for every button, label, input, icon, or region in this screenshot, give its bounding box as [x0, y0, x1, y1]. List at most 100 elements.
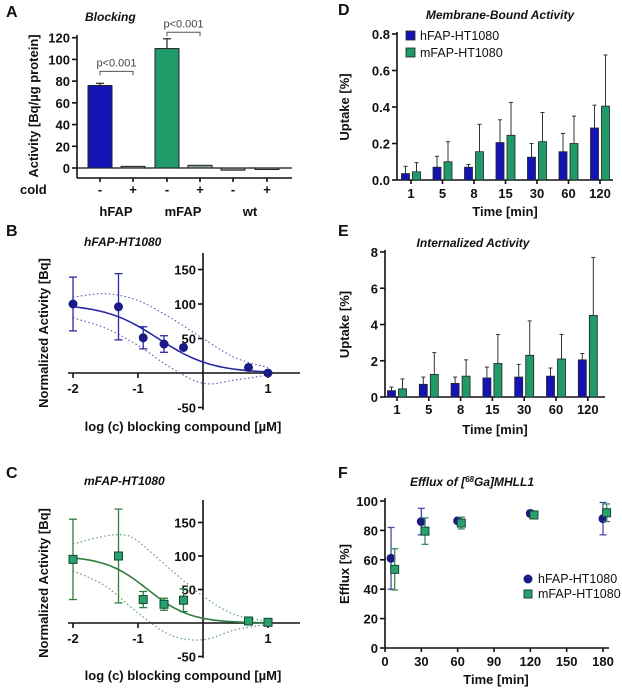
x-tick-label: - [98, 182, 102, 197]
confidence-band-lower [72, 317, 269, 385]
bar [461, 375, 471, 398]
x-tick-label: 30 [414, 654, 428, 669]
legend-swatch [405, 30, 416, 41]
x-tick-label: -1 [132, 631, 144, 646]
x-axis-label: Time [min] [463, 672, 529, 687]
x-tick-label: 60 [450, 654, 464, 669]
data-point [456, 518, 466, 528]
x-tick-label: -1 [132, 381, 144, 396]
data-point [68, 554, 78, 564]
chart-title: Efflux of [68Ga]MHLL1 [410, 475, 534, 489]
panel-letter: B [6, 223, 18, 240]
y-tick-label: -50 [177, 401, 196, 416]
data-point [179, 595, 188, 605]
bar [187, 164, 213, 169]
chart-title: hFAP-HT1080 [84, 235, 162, 249]
y-tick-label: 2 [371, 354, 378, 369]
x-tick-label: -2 [67, 631, 79, 646]
y-axis-label: Normalized Activity [Bq] [36, 258, 51, 408]
x-tick-label: 120 [589, 186, 611, 201]
y-tick-label: 4 [371, 318, 379, 333]
data-point [390, 564, 400, 574]
p-value-label: p<0.001 [163, 18, 203, 30]
chart-title: Internalized Activity [417, 236, 531, 250]
data-point [244, 616, 253, 626]
bar [546, 375, 555, 398]
data-point [529, 510, 539, 520]
y-tick-label: 8 [371, 245, 378, 260]
y-tick-label: 0.6 [372, 64, 390, 79]
y-tick-label: 80 [56, 74, 70, 89]
x-tick-label: 1 [407, 186, 414, 201]
bar [443, 161, 453, 181]
y-tick-label: 60 [56, 96, 70, 111]
bar [557, 358, 566, 398]
group-label: hFAP [99, 204, 133, 219]
chart-title: Membrane-Bound Activity [426, 8, 576, 22]
x-tick-label: 8 [470, 186, 477, 201]
chart-title: Blocking [85, 10, 136, 24]
x-tick-label: 90 [487, 654, 501, 669]
legend-marker [523, 589, 533, 599]
panel-a-chart: Blocking Activity [Bq/µg protein] 0 20 40 60 8… [20, 10, 292, 219]
bar [577, 359, 587, 398]
x-tick-label: - [165, 182, 169, 197]
data-point [263, 617, 273, 627]
bar [475, 151, 484, 181]
x-axis-label: log (c) blocking compound [µM] [85, 668, 282, 683]
y-tick-label: -50 [177, 650, 196, 665]
x-tick-label: 180 [592, 654, 614, 669]
x-tick-label: 120 [577, 402, 599, 417]
bar [432, 166, 442, 181]
x-tick-label: 120 [519, 654, 541, 669]
data-point [244, 362, 253, 372]
y-tick-label: 40 [364, 582, 378, 597]
panel-letter: C [6, 465, 18, 482]
bar [220, 167, 246, 171]
y-axis-label: Uptake [%] [337, 73, 352, 140]
y-tick-label: 0.2 [372, 137, 390, 152]
y-tick-label: 0.4 [372, 100, 391, 115]
data-point [263, 368, 273, 378]
y-tick-label: 20 [56, 139, 70, 154]
y-tick-label: 0 [371, 390, 378, 405]
data-point [138, 333, 148, 343]
bar [450, 383, 460, 398]
y-tick-label: 100 [174, 297, 196, 312]
panel-letter: D [338, 2, 350, 19]
data-point [159, 599, 169, 609]
confidence-band-lower [72, 570, 269, 641]
x-tick-label: 1 [264, 381, 271, 396]
bar [525, 354, 535, 398]
y-tick-label: 80 [364, 523, 378, 538]
panel-c-chart: mFAP-HT1080 Normalized Activity [Bq] -2 -1 1… [36, 474, 300, 683]
x-tick-label: + [129, 182, 137, 197]
x-tick-label: 60 [561, 186, 575, 201]
panel-b-chart: hFAP-HT1080 Normalized Activity [Bq] -2 -1 1… [36, 235, 300, 434]
y-tick-label: 50 [182, 332, 196, 347]
chart-title: mFAP-HT1080 [84, 474, 165, 488]
legend-swatch [405, 47, 416, 58]
significance-bracket [99, 70, 134, 76]
bar [387, 390, 396, 398]
data-point [420, 526, 430, 536]
panel-d-chart: Membrane-Bound Activity Uptake [%] 0.0 0.2 0… [337, 8, 613, 219]
bar [588, 315, 598, 398]
y-axis-label: Normalized Activity [Bq] [36, 508, 51, 658]
y-tick-label: 120 [48, 31, 70, 46]
panel-letter: E [338, 223, 349, 240]
bar [506, 134, 516, 181]
panel-letter: A [6, 4, 18, 21]
bar [590, 127, 599, 181]
y-tick-label: 100 [174, 549, 196, 564]
x-tick-label: 1 [393, 402, 400, 417]
data-point [416, 517, 426, 527]
bar [493, 363, 503, 398]
fit-curve [72, 305, 269, 373]
legend-label: mFAP-HT1080 [538, 587, 621, 601]
x-tick-label: 8 [457, 402, 464, 417]
y-tick-label: 150 [174, 263, 196, 278]
confidence-band-upper [72, 293, 269, 369]
